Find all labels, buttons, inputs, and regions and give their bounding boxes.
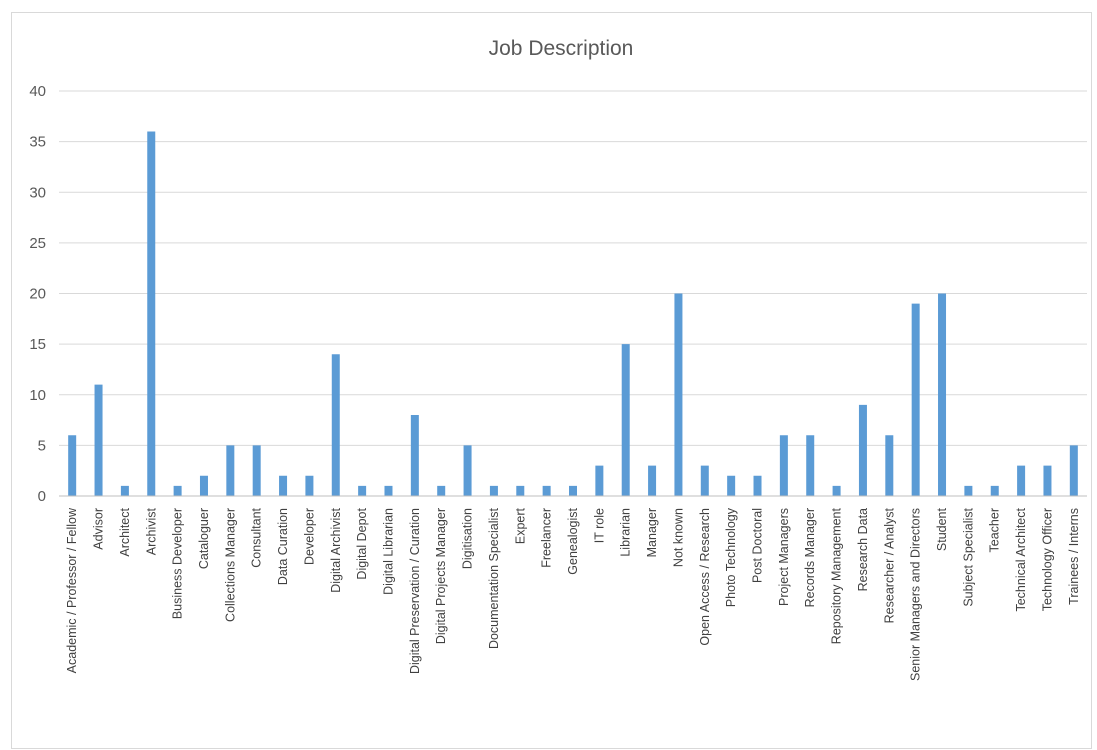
x-tick-label: Digital Projects Manager (434, 508, 448, 644)
bar (1069, 445, 1078, 496)
bar (885, 435, 894, 496)
bar (595, 465, 604, 496)
bar (516, 485, 525, 496)
bar (648, 465, 657, 496)
bars (68, 131, 1078, 496)
y-tick-label: 40 (29, 83, 46, 100)
bar (621, 344, 630, 496)
gridlines (59, 90, 1087, 446)
y-tick-label: 10 (29, 387, 46, 404)
x-tick-label: Data Curation (276, 508, 290, 585)
x-tick-label: Manager (645, 508, 659, 557)
x-tick-label: Expert (513, 507, 527, 544)
x-tick-label: Librarian (619, 508, 633, 557)
x-tick-label: Digital Archivist (329, 507, 343, 592)
bar (68, 435, 77, 496)
x-tick-label: Genealogist (566, 507, 580, 574)
bar (1017, 465, 1026, 496)
bar (226, 445, 235, 496)
x-tick-label: Post Doctoral (751, 508, 765, 583)
y-tick-label: 30 (29, 184, 46, 201)
x-tick-label: Researcher / Analyst (882, 507, 896, 623)
bar (173, 485, 182, 496)
bar (858, 404, 867, 496)
x-tick-label: Technical Architect (1014, 507, 1028, 611)
bar (410, 415, 419, 496)
x-tick-label: Trainees / Interns (1067, 508, 1081, 605)
x-tick-label: Digitisation (461, 508, 475, 569)
x-tick-label: Digital Librarian (381, 508, 395, 595)
bar (542, 485, 551, 496)
bar (463, 445, 472, 496)
x-tick-label: Documentation Specialist (487, 507, 501, 649)
x-tick-label: Advisor (92, 508, 106, 550)
bar (911, 303, 920, 496)
x-tick-label: Business Developer (171, 508, 185, 619)
y-tick-label: 0 (38, 488, 46, 505)
x-tick-label: Collections Manager (223, 508, 237, 622)
bar (779, 435, 788, 496)
x-tick-label: Subject Specialist (961, 507, 975, 606)
bar (331, 354, 340, 496)
x-tick-label: Digital Preservation / Curation (408, 508, 422, 674)
x-tick-label: Consultant (250, 507, 264, 567)
bar (279, 475, 288, 496)
bar (305, 475, 314, 496)
x-tick-label: Repository Management (830, 507, 844, 644)
x-tick-label: Technology Officer (1040, 508, 1054, 611)
y-tick-label: 25 (29, 235, 46, 252)
x-tick-label: Student (935, 507, 949, 551)
x-tick-label: Photo Technology (724, 507, 738, 607)
x-tick-label: Academic / Professor / Fellow (65, 507, 79, 673)
y-tick-label: 15 (29, 336, 46, 353)
bar (120, 485, 129, 496)
chart-area: Job Description 0 5 10 15 20 25 30 35 40 Academi… (11, 12, 1092, 749)
bar (1043, 465, 1052, 496)
bar (489, 485, 498, 496)
bar (832, 485, 841, 496)
bar (569, 485, 577, 496)
x-axis-ticks: Academic / Professor / Fellow Advisor Arch… (65, 507, 1081, 681)
bar-chart: Job Description 0 5 10 15 20 25 30 35 40 Academi… (29, 37, 1087, 681)
bar (700, 465, 709, 496)
bar (990, 485, 999, 496)
x-tick-label: Teacher (988, 508, 1002, 552)
bar (94, 384, 103, 496)
x-tick-label: Digital Depot (355, 507, 369, 579)
bar (727, 475, 736, 496)
bar (199, 475, 208, 496)
bar (437, 485, 446, 496)
y-tick-label: 5 (38, 437, 46, 454)
bar (358, 485, 367, 496)
chart-title: Job Description (489, 37, 634, 60)
x-tick-label: Archivist (144, 507, 158, 555)
x-tick-label: Senior Managers and Directors (909, 508, 923, 681)
bar (674, 293, 683, 496)
bar (753, 475, 762, 496)
x-tick-label: Records Manager (803, 508, 817, 607)
bar (938, 293, 947, 496)
y-tick-label: 35 (29, 134, 46, 151)
x-tick-label: Cataloguer (197, 508, 211, 569)
x-tick-label: Not known (671, 508, 685, 567)
x-tick-label: Architect (118, 507, 132, 556)
x-tick-label: Project Managers (777, 508, 791, 606)
bar (147, 131, 156, 496)
bar (806, 435, 815, 496)
bar (964, 485, 973, 496)
x-tick-label: Open Access / Research (698, 508, 712, 646)
x-tick-label: Research Data (856, 508, 870, 591)
x-tick-label: Developer (302, 508, 316, 565)
x-tick-label: Freelancer (540, 508, 554, 568)
y-tick-label: 20 (29, 286, 46, 303)
bar (384, 485, 393, 496)
x-tick-label: IT role (592, 508, 606, 543)
bar (252, 445, 261, 496)
y-axis-ticks: 0 5 10 15 20 25 30 35 40 (29, 83, 46, 505)
